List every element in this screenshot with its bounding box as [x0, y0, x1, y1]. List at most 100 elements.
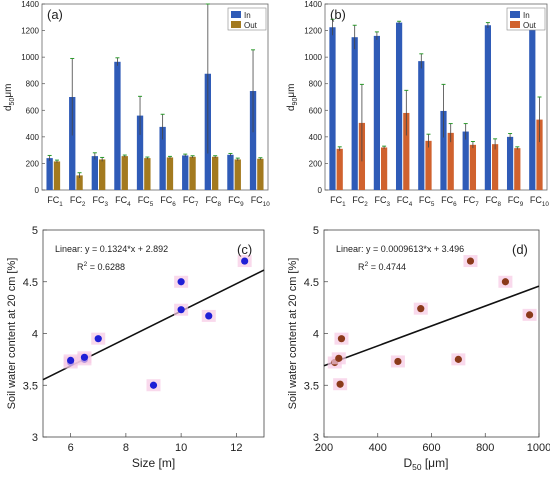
data-point	[80, 353, 89, 361]
x-tick-label: 800	[476, 442, 494, 454]
bar-in	[440, 110, 447, 190]
data-point	[525, 311, 534, 319]
x-tick-label-sub: 1	[342, 201, 346, 208]
x-tick-label-sub: 4	[409, 201, 413, 208]
bar-out	[447, 132, 454, 190]
data-point	[417, 305, 425, 313]
x-tick-label-main: FC	[486, 195, 498, 205]
legend-swatch	[231, 21, 241, 28]
y-tick-label: 200	[309, 159, 323, 168]
x-tick-label-sub: 8	[218, 201, 222, 208]
bar-in	[462, 131, 469, 190]
x-tick-label-sub: 5	[150, 201, 154, 208]
bar-in	[351, 37, 358, 190]
x-tick-label-main: FC	[352, 195, 364, 205]
bar-in	[418, 61, 425, 190]
x-tick-label: 400	[369, 442, 387, 454]
x-tick-label: 8	[123, 442, 129, 454]
x-tick-label: 200	[315, 442, 333, 454]
x-tick-label: 1000	[527, 442, 550, 454]
data-point	[337, 335, 346, 343]
y-tick-label: 800	[309, 80, 323, 89]
y-tick-label: 1000	[304, 53, 322, 62]
legend-swatch	[510, 11, 520, 18]
data-point	[466, 257, 475, 265]
bar-out	[257, 158, 264, 190]
y-tick-label: 5	[313, 225, 319, 237]
data-point	[394, 357, 402, 366]
y-tick-label: 1400	[304, 0, 322, 9]
x-tick-label-main: FC	[508, 195, 520, 205]
panel-c-scatter-chart: 6 8 10 12 3 3.5 4 4.5 5 Soil water content at 20 …	[6, 225, 265, 470]
plot-area	[323, 229, 540, 438]
x-tick-label: FC1	[330, 195, 346, 208]
y-tick-label: 4.5	[23, 277, 38, 289]
data-point	[177, 278, 185, 286]
x-tick-label: 6	[68, 442, 74, 454]
bar-out	[403, 112, 410, 190]
y-axis-label-unit: μm	[3, 84, 14, 98]
data-point	[149, 381, 158, 389]
r-squared-exponent: 2	[365, 261, 369, 268]
bar-in	[136, 115, 144, 190]
x-axis-label-sub: 50	[412, 462, 422, 472]
x-axis-label-main: D	[404, 456, 413, 470]
bar-out	[381, 147, 388, 190]
panel-label: (a)	[47, 7, 63, 22]
x-tick-label: FC6	[441, 195, 457, 208]
bar-in	[529, 17, 536, 191]
y-tick-label: 4.5	[304, 277, 319, 289]
bar-out	[469, 144, 477, 190]
y-tick-label: 3	[32, 432, 38, 444]
bar-in	[373, 35, 380, 191]
data-point	[501, 278, 510, 286]
x-tick-label-sub: 10	[542, 201, 550, 208]
bar-out	[492, 144, 499, 190]
bar-in	[329, 27, 336, 190]
legend-swatch	[510, 21, 520, 28]
y-tick-label: 400	[309, 133, 323, 142]
bar-in	[91, 156, 98, 190]
bar-in	[159, 126, 166, 190]
x-tick-label: FC2	[70, 195, 86, 208]
x-tick-label-main: FC	[463, 195, 475, 205]
x-tick-label-sub: 3	[105, 201, 109, 208]
x-tick-label-sub: 5	[431, 201, 435, 208]
y-tick-label: 1200	[21, 27, 39, 36]
x-tick-label-main: FC	[47, 195, 59, 205]
x-axis-label: D50 [μm]	[404, 456, 449, 472]
data-point	[67, 356, 75, 365]
bar-out	[425, 140, 432, 190]
y-axis-label-main: d	[3, 105, 14, 111]
data-point	[454, 355, 462, 363]
data-point	[94, 335, 102, 343]
bar-in	[182, 155, 189, 190]
r-squared-exponent: 2	[84, 261, 88, 268]
legend-label: Out	[523, 21, 537, 30]
bar-out	[99, 159, 106, 190]
x-tick-label: FC8	[486, 195, 502, 208]
panel-label: (d)	[512, 242, 528, 257]
x-tick-label-main: FC	[183, 195, 195, 205]
legend-label: In	[523, 11, 530, 20]
y-axis-label-unit: μm	[286, 84, 297, 98]
y-tick-label: 600	[26, 106, 40, 115]
bar-out	[189, 156, 196, 190]
bar-out	[336, 148, 343, 190]
y-axis-label-main: d	[286, 105, 297, 111]
legend-label: In	[244, 11, 251, 20]
x-tick-label-main: FC	[330, 195, 342, 205]
y-tick-label: 1000	[21, 53, 39, 62]
data-point	[336, 380, 344, 388]
x-axis-label-unit: [μm]	[422, 456, 449, 470]
x-tick-label: FC2	[352, 195, 368, 208]
x-tick-label-main: FC	[375, 195, 387, 205]
x-tick-label-main: FC	[115, 195, 127, 205]
plot-area	[42, 229, 265, 438]
bar-out	[234, 159, 241, 190]
bar-in	[506, 136, 514, 190]
bar-in	[114, 61, 121, 190]
x-tick-label-main: FC	[206, 195, 218, 205]
y-axis-label: Soil water content at 20 cm [%]	[6, 258, 18, 410]
